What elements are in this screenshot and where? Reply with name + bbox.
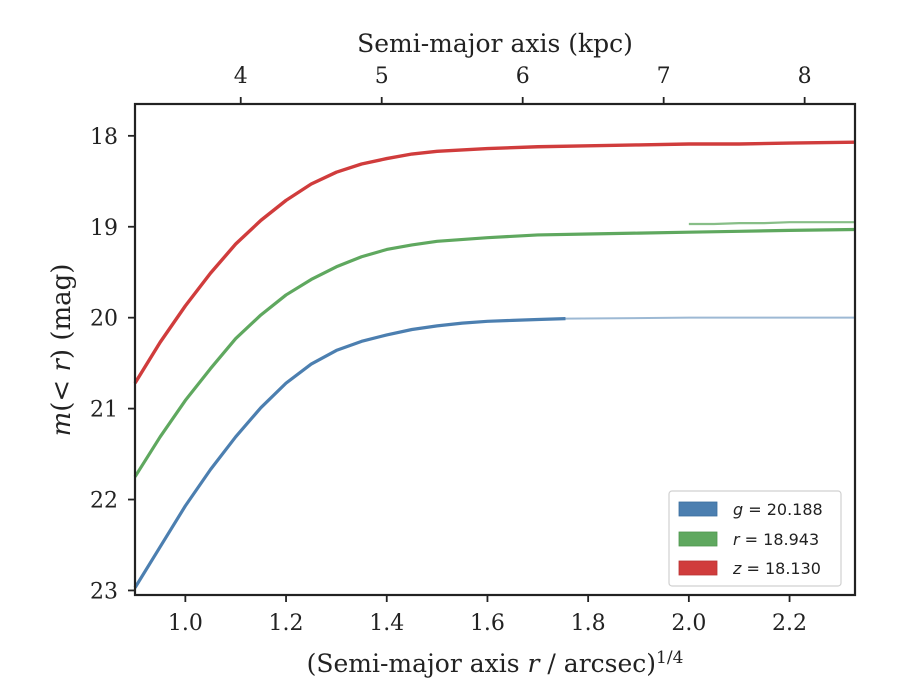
x-tick-label: 1.8: [571, 611, 606, 636]
x-axis-title: (Semi-major axis r / arcsec)1/4: [307, 648, 684, 678]
top-x-tick-label: 7: [657, 64, 671, 89]
top-x-tick-label: 4: [234, 64, 248, 89]
y-tick-label: 18: [90, 125, 118, 150]
x-tick-label: 2.2: [772, 611, 807, 636]
legend-label-z: z = 18.130: [732, 559, 821, 578]
legend-swatch-z: [678, 560, 718, 576]
x-tick-label: 1.4: [369, 611, 404, 636]
legend-swatch-r: [678, 531, 718, 547]
legend-label-g: g = 20.188: [733, 500, 823, 519]
x-tick-label: 2.0: [671, 611, 706, 636]
top-x-tick-label: 5: [375, 64, 389, 89]
y-tick-label: 22: [90, 489, 118, 514]
series-layer: [133, 140, 856, 589]
series-z-line: [133, 140, 856, 385]
x-tick-label: 1.0: [168, 611, 203, 636]
y-tick-label: 20: [90, 307, 118, 332]
y-tick-label: 23: [90, 579, 118, 604]
top-x-tick-label: 6: [516, 64, 530, 89]
x-tick-label: 1.6: [470, 611, 505, 636]
series-r-band-edge: [688, 221, 855, 226]
series-r-line: [133, 227, 856, 478]
top-axis-title: Semi-major axis (kpc): [357, 29, 633, 58]
legend-swatch-g: [678, 501, 718, 517]
x-tick-label: 1.2: [269, 611, 304, 636]
series-g-faint-line: [565, 316, 855, 320]
legend-label-r: r = 18.943: [733, 530, 819, 549]
y-tick-label: 21: [90, 398, 118, 423]
bottom-ticks: 1.0 1.2 1.4 1.6 1.8 2.0 2.2: [168, 595, 807, 636]
top-ticks: 4 5 6 7 8: [234, 64, 812, 104]
legend: g = 20.188 r = 18.943 z = 18.130: [668, 490, 842, 587]
top-x-tick-label: 8: [798, 64, 812, 89]
y-axis-title: m(< r) (mag): [47, 264, 77, 437]
plot-frame: [133, 102, 857, 597]
series-g-line: [133, 316, 566, 589]
left-ticks: 18 19 20 21 22 23: [90, 125, 135, 604]
y-tick-label: 19: [90, 216, 118, 241]
